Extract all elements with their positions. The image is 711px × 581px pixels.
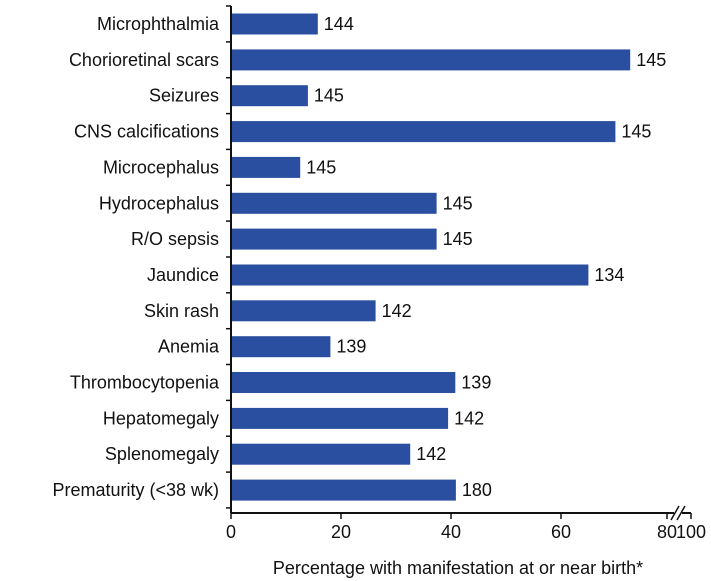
bar-4 — [232, 156, 301, 178]
bar-0 — [232, 13, 318, 35]
category-label-9: Anemia — [158, 337, 220, 357]
category-labels: Microphthalmia Chorioretinal scars Seizure… — [52, 14, 220, 500]
value-label-3: 145 — [621, 122, 651, 142]
x-tick-label-3: 60 — [551, 522, 571, 542]
value-label-2: 145 — [314, 86, 344, 106]
category-label-13: Prematurity (<38 wk) — [52, 480, 219, 500]
bar-6 — [232, 228, 437, 250]
bar-5 — [232, 192, 437, 214]
bar-7 — [232, 264, 589, 286]
bar-12 — [232, 443, 411, 465]
value-label-0: 144 — [324, 14, 354, 34]
value-label-13: 180 — [462, 480, 492, 500]
category-label-12: Splenomegaly — [105, 444, 219, 464]
category-label-7: Jaundice — [147, 265, 219, 285]
value-label-4: 145 — [306, 157, 336, 177]
value-label-10: 139 — [461, 373, 491, 393]
x-tick-label-2: 40 — [441, 522, 461, 542]
bar-13 — [232, 479, 456, 501]
x-axis-title: Percentage with manifestation at or near… — [273, 558, 643, 578]
category-label-5: Hydrocephalus — [99, 193, 219, 213]
category-label-6: R/O sepsis — [131, 229, 219, 249]
bar-10 — [232, 372, 456, 393]
x-tick-label-1: 20 — [331, 522, 351, 542]
bar-9 — [232, 336, 331, 358]
x-tick-label-5: 100 — [676, 522, 706, 542]
value-label-8: 142 — [382, 301, 412, 321]
bars-layer — [232, 13, 631, 501]
value-labels: 144 145 145 145 145 145 145 134 142 139 139 142 142 1… — [306, 14, 666, 500]
category-label-4: Microcephalus — [103, 157, 219, 177]
value-label-1: 145 — [636, 50, 666, 70]
axis-break-mark-2 — [676, 505, 686, 521]
value-label-9: 139 — [336, 337, 366, 357]
bar-8 — [232, 300, 376, 322]
category-label-11: Hepatomegaly — [103, 408, 219, 428]
value-label-7: 134 — [594, 265, 624, 285]
value-label-11: 142 — [454, 408, 484, 428]
bar-3 — [232, 121, 616, 143]
category-label-0: Microphthalmia — [97, 14, 220, 34]
axis-break-mark-1 — [670, 505, 680, 521]
value-label-6: 145 — [443, 229, 473, 249]
value-label-5: 145 — [443, 193, 473, 213]
category-label-1: Chorioretinal scars — [69, 50, 219, 70]
category-label-2: Seizures — [149, 86, 219, 106]
x-tick-label-4: 80 — [657, 522, 677, 542]
bar-2 — [232, 85, 308, 107]
category-label-8: Skin rash — [144, 301, 219, 321]
bar-1 — [232, 49, 631, 71]
bar-11 — [232, 407, 449, 429]
category-label-10: Thrombocytopenia — [70, 373, 220, 393]
x-tick-label-0: 0 — [226, 522, 236, 542]
category-label-3: CNS calcifications — [74, 122, 219, 142]
value-label-12: 142 — [416, 444, 446, 464]
